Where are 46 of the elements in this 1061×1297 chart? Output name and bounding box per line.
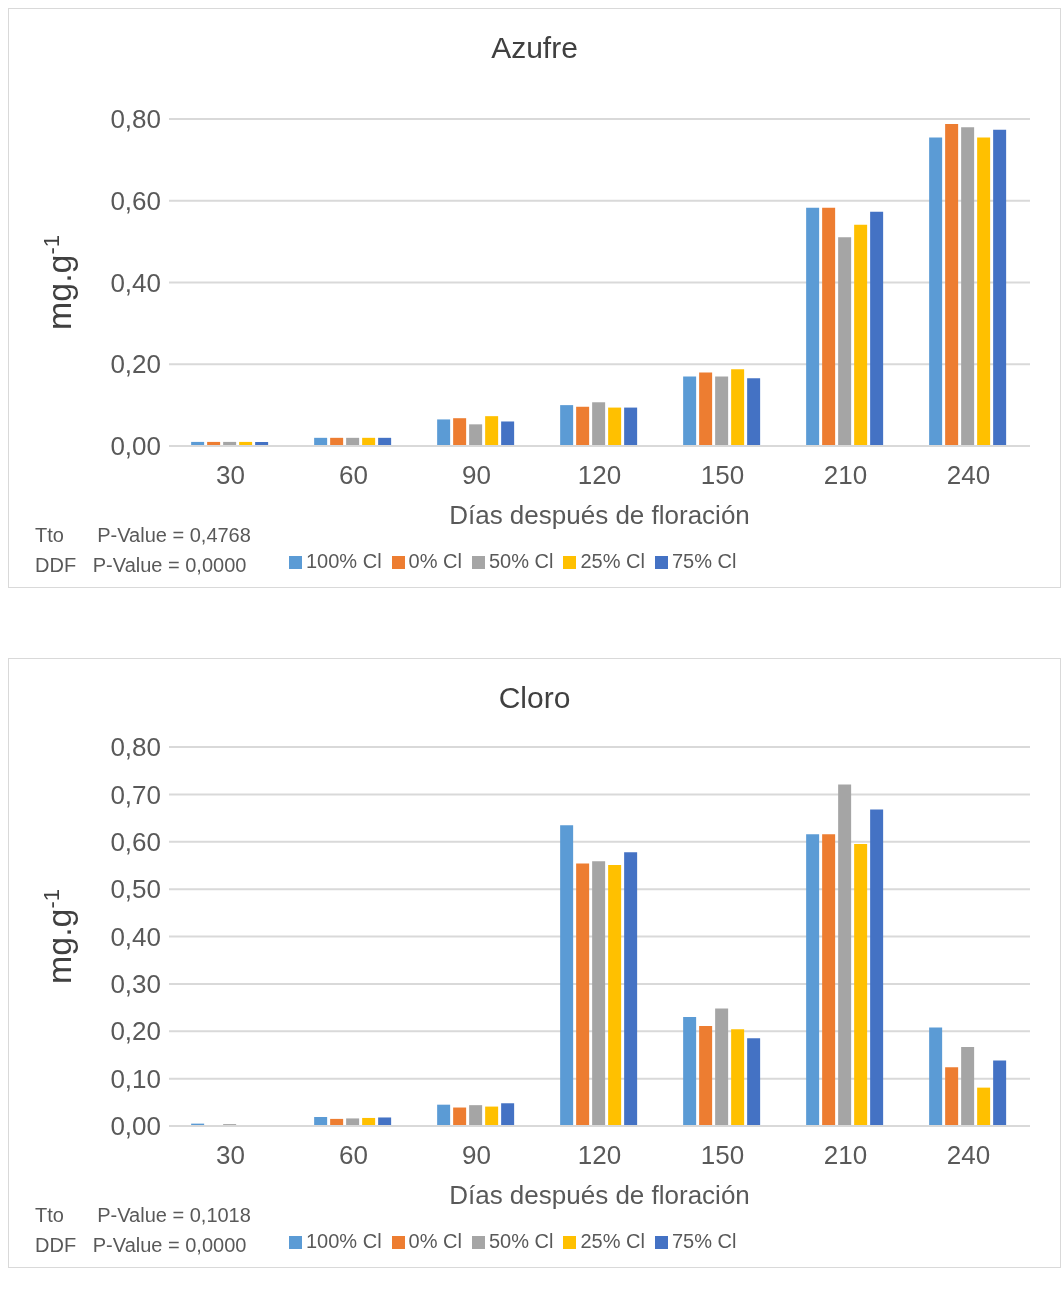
- x-axis-title: Días después de floración: [449, 1180, 750, 1210]
- y-tick-label: 0,80: [110, 732, 161, 763]
- y-tick-label: 0,60: [110, 185, 161, 216]
- chart-title: Cloro: [497, 681, 572, 715]
- chart-title: Azufre: [490, 31, 579, 65]
- x-tick-label: 30: [216, 460, 245, 491]
- x-tick-label: 150: [700, 460, 745, 491]
- y-tick-label: 0,00: [110, 1111, 161, 1142]
- x-tick-label: 60: [339, 1140, 368, 1171]
- x-tick-label: 90: [462, 1140, 491, 1171]
- x-tick-label: 60: [339, 460, 368, 491]
- text: DDF P-Value = 0,0000: [35, 554, 247, 577]
- legend-label: 25% Cl: [580, 550, 645, 572]
- legend-label: 75% Cl: [671, 550, 737, 572]
- y-tick-label: 0,40: [110, 267, 161, 298]
- legend-label: 50% Cl: [488, 1230, 554, 1252]
- y-tick-label: 0,10: [110, 1063, 161, 1094]
- legend-label: 0% Cl: [408, 550, 462, 572]
- y-tick-label: 0,30: [110, 969, 161, 1000]
- x-tick-label: 30: [216, 1140, 245, 1171]
- text: Tto P-Value = 0,4768: [35, 524, 251, 547]
- y-tick-label: 0,50: [110, 874, 161, 905]
- y-tick-label: 0,70: [110, 779, 161, 810]
- legend-label: 100% Cl: [306, 1230, 382, 1252]
- text: Tto P-Value = 0,1018: [35, 1204, 251, 1227]
- legend-label: 25% Cl: [580, 1230, 645, 1252]
- y-tick-label: 0,20: [110, 349, 161, 380]
- y-tick-label: 0,20: [110, 1016, 161, 1047]
- y-tick-label: 0,40: [110, 921, 161, 952]
- y-tick-label: 0,00: [110, 431, 161, 462]
- legend-label: 100% Cl: [306, 550, 382, 572]
- x-tick-label: 210: [823, 460, 868, 491]
- x-tick-label: 210: [823, 1140, 868, 1171]
- legend-label: 50% Cl: [488, 550, 554, 572]
- x-tick-label: 150: [700, 1140, 745, 1171]
- legend-label: 0% Cl: [408, 1230, 462, 1252]
- legend-label: 75% Cl: [671, 1230, 737, 1252]
- x-tick-label: 90: [462, 460, 491, 491]
- x-tick-label: 120: [577, 1140, 622, 1171]
- x-tick-label: 240: [946, 460, 991, 491]
- x-tick-label: 240: [946, 1140, 991, 1171]
- x-axis-title: Días después de floración: [449, 500, 750, 530]
- text: DDF P-Value = 0,0000: [35, 1234, 247, 1257]
- y-tick-label: 0,80: [110, 104, 161, 135]
- y-tick-label: 0,60: [110, 826, 161, 857]
- x-tick-label: 120: [577, 460, 622, 491]
